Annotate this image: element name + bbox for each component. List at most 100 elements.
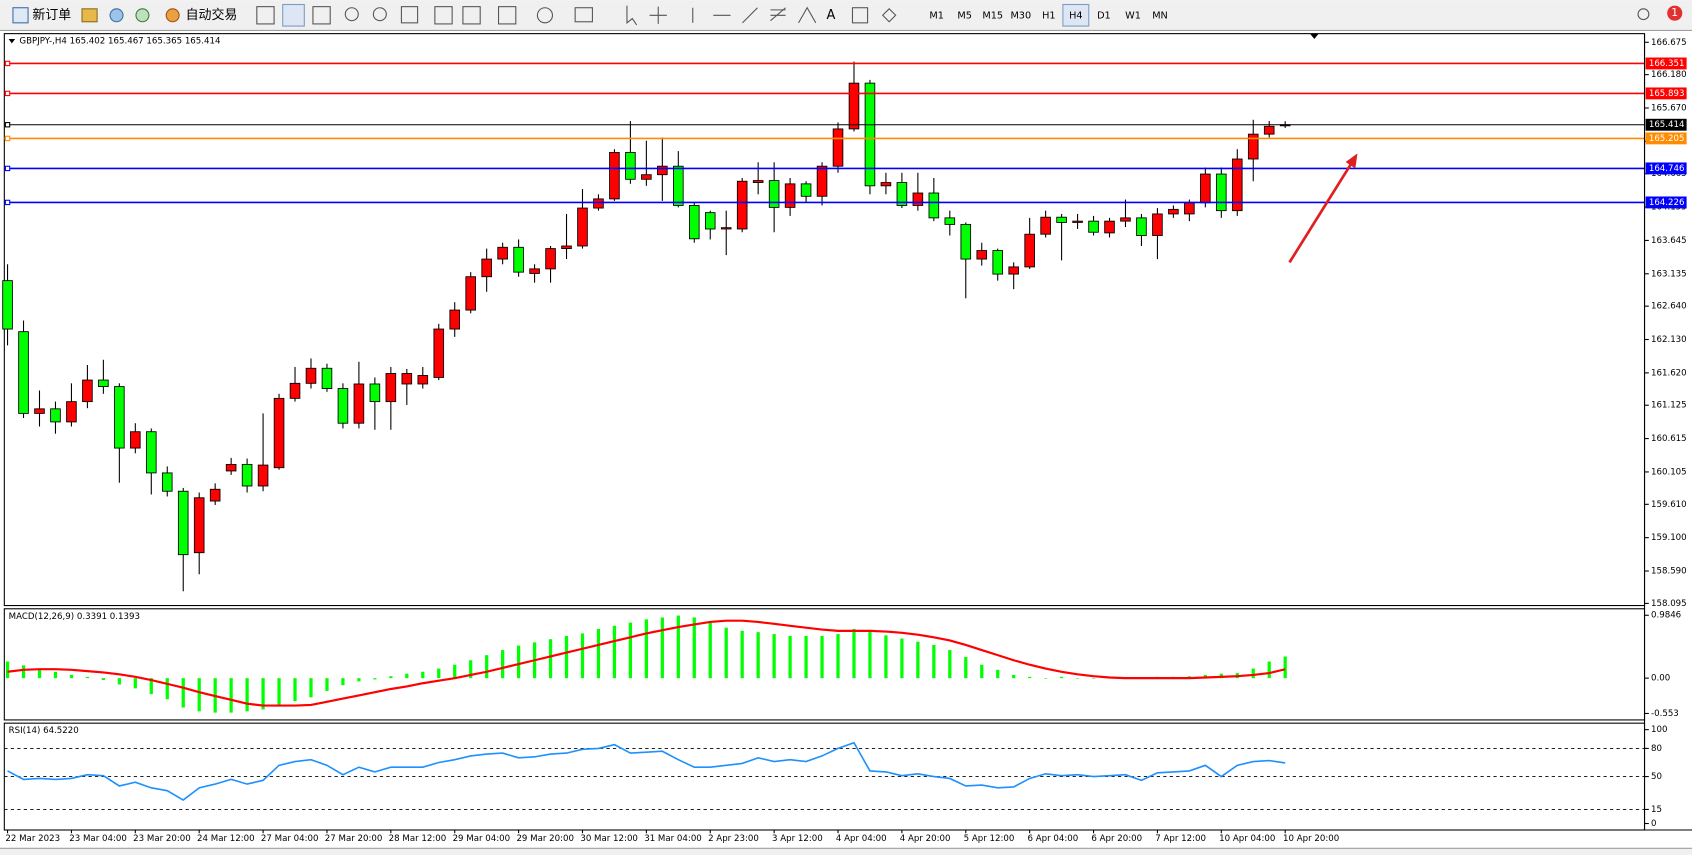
- timeframe-button[interactable]: D1: [1097, 10, 1111, 21]
- histogram-bar: [916, 641, 920, 679]
- histogram-bar: [1091, 678, 1096, 679]
- candle-body: [752, 180, 764, 183]
- arrows[interactable]: [881, 8, 897, 23]
- crosshair[interactable]: [649, 6, 667, 24]
- tool-candles[interactable]: [282, 3, 305, 27]
- candle-body: [98, 379, 109, 388]
- histogram-bar: [644, 619, 648, 679]
- x-tick-label: 4 Apr 20:00: [900, 834, 951, 844]
- candle-body: [832, 128, 844, 167]
- new-order-icon[interactable]: [12, 7, 29, 24]
- candle-body: [289, 382, 301, 399]
- histogram-bar: [5, 661, 10, 679]
- toolbar-button[interactable]: 自动交易: [186, 7, 238, 23]
- candle-body: [641, 174, 652, 180]
- candle-body: [66, 401, 77, 423]
- x-tick-label: 24 Mar 12:00: [197, 834, 255, 844]
- histogram-bar: [612, 625, 617, 679]
- histogram-bar: [181, 678, 185, 708]
- text-tool[interactable]: A: [826, 8, 835, 23]
- x-tick-label: 31 Mar 04:00: [644, 834, 702, 844]
- toolbar-icons: [256, 3, 1650, 27]
- menu-triangle: [8, 39, 16, 44]
- histogram-bar: [628, 622, 633, 679]
- tool-bars[interactable]: [256, 6, 275, 25]
- histogram-bar: [580, 633, 585, 679]
- candle-body: [976, 250, 988, 260]
- candle-body: [529, 268, 540, 274]
- histogram-bar: [373, 678, 377, 680]
- candle-body: [912, 192, 924, 206]
- scroll[interactable]: [434, 6, 453, 25]
- zoom-out[interactable]: [372, 7, 387, 22]
- icon[interactable]: [109, 8, 124, 23]
- level-handle: [4, 135, 11, 142]
- candle-body: [816, 165, 828, 197]
- timeframe-button[interactable]: H4: [1069, 10, 1082, 21]
- level-handle: [4, 122, 11, 128]
- candle-body: [561, 245, 572, 250]
- timeframe-button[interactable]: M5: [957, 10, 972, 21]
- y-tick-label: 50: [1651, 772, 1662, 782]
- timeframe-button[interactable]: M30: [1010, 10, 1031, 21]
- x-tick-label: 27 Mar 04:00: [261, 834, 319, 844]
- auto-trading-icon[interactable]: [165, 8, 180, 23]
- y-tick-label: 161.125: [1651, 401, 1687, 411]
- tool-line[interactable]: [312, 6, 331, 25]
- tile[interactable]: [400, 6, 419, 24]
- zoom-in[interactable]: [344, 7, 359, 22]
- text-label[interactable]: [851, 7, 869, 24]
- y-tick-label: 162.130: [1651, 335, 1687, 345]
- channel[interactable]: [770, 7, 786, 22]
- level-handle: [4, 199, 11, 206]
- trendline[interactable]: [742, 7, 758, 24]
- shift[interactable]: [462, 6, 481, 25]
- candle-body: [337, 388, 349, 424]
- histogram-bar: [756, 632, 760, 679]
- candle-body: [353, 383, 365, 424]
- histogram-bar: [293, 678, 297, 702]
- candle-body: [209, 488, 221, 502]
- y-tick-label: 15: [1651, 805, 1662, 815]
- x-tick-label: 10 Apr 04:00: [1219, 834, 1275, 844]
- icon[interactable]: [135, 8, 150, 23]
- level-label: 164.746: [1649, 164, 1685, 174]
- histogram-bar: [501, 650, 505, 679]
- x-tick-label: 23 Mar 04:00: [69, 834, 127, 844]
- candle-body: [800, 183, 812, 197]
- timeframe-button[interactable]: M1: [929, 10, 944, 21]
- search[interactable]: [1637, 8, 1650, 21]
- icon[interactable]: [81, 8, 98, 23]
- timeframe-button[interactable]: W1: [1125, 10, 1141, 21]
- histogram-bar: [53, 671, 58, 679]
- periods[interactable]: [536, 7, 554, 24]
- histogram-bar: [149, 678, 153, 695]
- timeframe-button[interactable]: H1: [1042, 10, 1055, 21]
- candle-body: [928, 192, 940, 219]
- indicators[interactable]: [497, 6, 517, 25]
- y-tick-label: 158.095: [1651, 599, 1687, 609]
- timeframe-button[interactable]: MN: [1152, 10, 1168, 21]
- candle-body: [1120, 217, 1131, 222]
- timeframe-active: [1062, 3, 1090, 27]
- templates[interactable]: [574, 7, 593, 23]
- x-tick-label: 29 Mar 04:00: [453, 834, 511, 844]
- notification-badge: [1667, 5, 1683, 21]
- histogram-bar: [996, 669, 1000, 679]
- candle-body: [177, 490, 189, 556]
- toolbar-button[interactable]: 新订单: [32, 7, 71, 23]
- histogram-bar: [245, 678, 249, 712]
- candle-body: [241, 463, 253, 487]
- candle-body: [688, 205, 700, 240]
- timeframe-button[interactable]: M15: [982, 10, 1003, 21]
- candle-body: [465, 276, 476, 311]
- fibo[interactable]: [798, 6, 817, 24]
- histogram-bar: [660, 617, 664, 679]
- candle-body: [385, 373, 397, 403]
- histogram-bar: [277, 678, 281, 707]
- cursor[interactable]: [626, 5, 638, 26]
- histogram-bar: [1044, 678, 1048, 679]
- candle-body: [1231, 158, 1243, 212]
- histogram-bar: [1012, 674, 1016, 679]
